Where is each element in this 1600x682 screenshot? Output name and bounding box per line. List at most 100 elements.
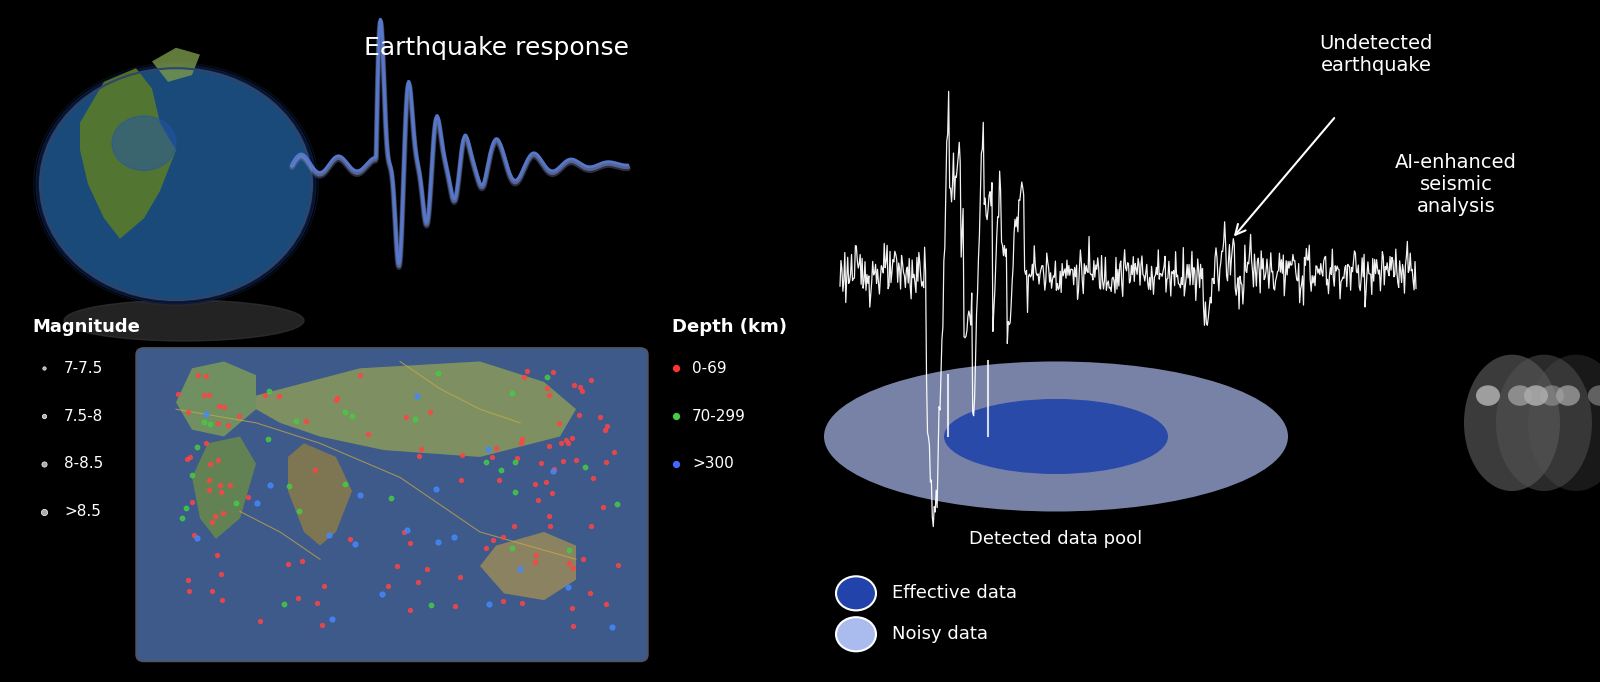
Point	[418, 406, 443, 417]
Point	[566, 409, 592, 420]
Point	[198, 516, 224, 527]
Point	[222, 498, 248, 509]
Point	[480, 452, 506, 463]
Text: Effective data: Effective data	[893, 584, 1018, 602]
Point	[195, 475, 221, 486]
Point	[318, 614, 344, 625]
Point	[347, 370, 373, 381]
Point	[426, 537, 451, 548]
Point	[592, 425, 618, 436]
Point	[246, 616, 272, 627]
Ellipse shape	[1464, 355, 1560, 491]
Point	[323, 395, 349, 406]
Point	[554, 434, 579, 445]
Point	[558, 602, 584, 613]
Point	[605, 559, 630, 570]
Point	[166, 389, 192, 400]
Point	[555, 558, 581, 569]
Point	[590, 502, 616, 513]
Point	[202, 511, 227, 522]
Ellipse shape	[824, 361, 1288, 512]
Point	[538, 520, 563, 531]
Point	[509, 598, 534, 609]
Point	[226, 410, 251, 421]
Point	[578, 588, 603, 599]
Circle shape	[1587, 385, 1600, 406]
Point	[374, 580, 400, 591]
Point	[418, 599, 443, 610]
Point	[253, 389, 278, 400]
Point	[290, 555, 315, 566]
Point	[186, 369, 211, 380]
Point	[403, 390, 429, 401]
Point	[194, 437, 219, 448]
Point	[254, 434, 280, 445]
Text: Depth (km): Depth (km)	[672, 318, 787, 336]
Point	[536, 511, 562, 522]
Circle shape	[40, 68, 312, 300]
Point	[474, 542, 499, 553]
Point	[184, 533, 210, 544]
Text: Noisy data: Noisy data	[893, 625, 989, 643]
Point	[32, 411, 58, 421]
Text: 8-8.5: 8-8.5	[64, 456, 104, 471]
Point	[560, 433, 586, 444]
Point	[408, 443, 434, 454]
Point	[414, 564, 440, 575]
Polygon shape	[80, 68, 176, 239]
Point	[243, 497, 269, 508]
Point	[210, 594, 235, 605]
Point	[323, 392, 349, 403]
Point	[347, 490, 373, 501]
Point	[563, 455, 589, 466]
Point	[184, 441, 210, 452]
Polygon shape	[480, 532, 576, 600]
Text: Undetected
earthquake: Undetected earthquake	[1320, 34, 1432, 75]
Point	[293, 416, 318, 427]
Point	[523, 549, 549, 560]
Point	[541, 466, 566, 477]
Point	[394, 412, 419, 423]
Point	[339, 411, 365, 421]
Point	[522, 556, 547, 567]
Text: Magnitude: Magnitude	[32, 318, 139, 336]
Point	[338, 533, 363, 544]
Point	[178, 451, 203, 462]
Point	[499, 542, 525, 553]
Point	[578, 521, 603, 532]
Point	[510, 372, 536, 383]
Point	[573, 462, 598, 473]
Text: Detected data pool: Detected data pool	[970, 530, 1142, 548]
Point	[214, 420, 240, 431]
Point	[486, 474, 512, 485]
Point	[304, 597, 330, 608]
Circle shape	[112, 116, 176, 170]
Ellipse shape	[1528, 355, 1600, 491]
Point	[32, 363, 58, 374]
Point	[179, 496, 205, 507]
Point	[475, 598, 501, 609]
Point	[405, 576, 430, 587]
Point	[562, 380, 587, 391]
Point	[173, 503, 198, 514]
Point	[179, 469, 205, 480]
Polygon shape	[152, 48, 200, 82]
Point	[286, 505, 312, 516]
Point	[587, 411, 613, 422]
Point	[509, 434, 534, 445]
Point	[515, 365, 541, 376]
Point	[594, 421, 619, 432]
Point	[560, 621, 586, 632]
Point	[502, 457, 528, 468]
Point	[331, 406, 357, 417]
Point	[550, 456, 576, 466]
Point	[235, 492, 261, 503]
Ellipse shape	[64, 300, 304, 341]
Text: 70-299: 70-299	[691, 409, 746, 424]
Point	[258, 479, 283, 490]
Point	[539, 488, 565, 499]
Point	[205, 417, 230, 428]
Point	[555, 437, 581, 448]
Point	[566, 381, 592, 392]
Point	[390, 527, 416, 537]
